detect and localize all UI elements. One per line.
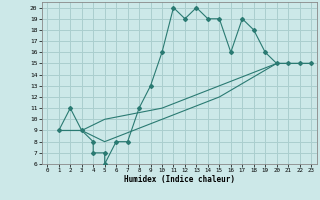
X-axis label: Humidex (Indice chaleur): Humidex (Indice chaleur) bbox=[124, 175, 235, 184]
